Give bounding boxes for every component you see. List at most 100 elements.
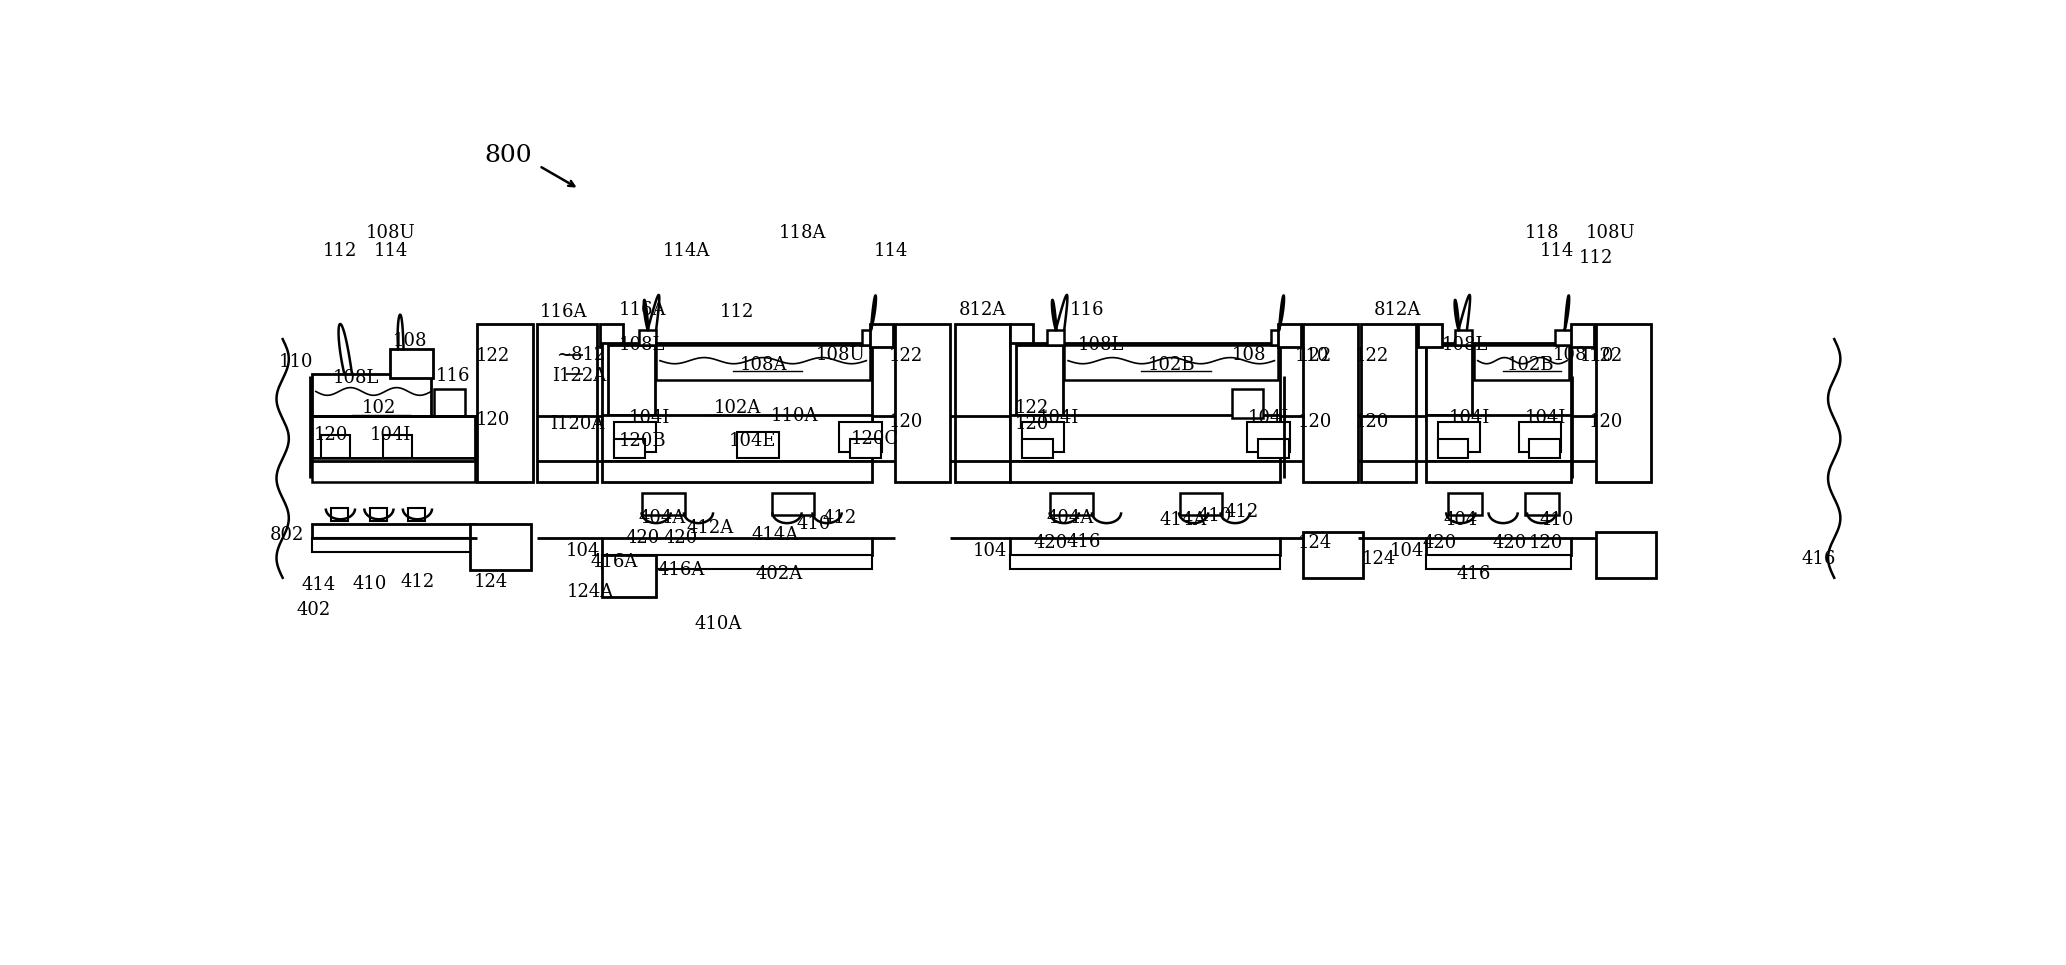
Text: 812A: 812A (1374, 301, 1421, 318)
Bar (390, 349, 432, 378)
Text: 108U: 108U (1587, 224, 1636, 242)
Bar (1231, 389, 1262, 419)
Text: 104I: 104I (1037, 409, 1078, 427)
Bar (601, 555, 657, 597)
Text: 410: 410 (353, 575, 386, 593)
Bar (1258, 439, 1289, 458)
Bar (1438, 439, 1469, 458)
Bar (870, 323, 893, 346)
Bar (312, 524, 475, 538)
Text: 104I: 104I (1525, 409, 1566, 427)
Text: 122: 122 (475, 347, 510, 365)
Bar (1010, 343, 1279, 420)
Text: 414: 414 (302, 576, 337, 594)
Text: 118A: 118A (779, 224, 826, 242)
Text: I122A: I122A (552, 367, 607, 385)
Text: 104I: 104I (370, 427, 411, 444)
Text: 104I: 104I (1248, 409, 1289, 427)
Text: 110: 110 (1295, 347, 1331, 365)
Bar (1023, 439, 1054, 458)
Bar (1064, 345, 1279, 380)
Text: 108A: 108A (740, 355, 787, 373)
Bar (1595, 323, 1651, 482)
Text: 122: 122 (888, 347, 924, 365)
Text: 112: 112 (719, 303, 754, 321)
Text: 120: 120 (888, 413, 924, 431)
Bar (601, 555, 872, 568)
Bar (1010, 415, 1279, 460)
Bar (1050, 493, 1093, 514)
Text: 108L: 108L (620, 336, 665, 354)
Bar (1448, 493, 1481, 514)
Bar (1248, 423, 1289, 452)
Text: 120: 120 (1014, 415, 1050, 432)
Bar (1426, 415, 1570, 460)
Text: 120: 120 (314, 427, 349, 444)
Text: 410A: 410A (694, 615, 742, 633)
Text: 420: 420 (1492, 535, 1527, 552)
Bar (614, 439, 645, 458)
Bar (601, 415, 872, 460)
Text: 122: 122 (1297, 347, 1333, 365)
Bar (1570, 323, 1595, 346)
Bar (1271, 330, 1287, 345)
Text: 116A: 116A (539, 303, 587, 321)
Text: 120: 120 (1355, 413, 1390, 431)
Bar (1279, 323, 1302, 346)
Text: 116: 116 (1070, 301, 1105, 318)
Text: 122: 122 (1355, 347, 1388, 365)
Text: 108U: 108U (366, 224, 415, 242)
Bar (1010, 538, 1279, 555)
Bar (1419, 323, 1442, 346)
Bar (1047, 330, 1064, 345)
Bar (1426, 538, 1570, 555)
Bar (614, 423, 657, 452)
Bar (771, 493, 814, 514)
Bar (469, 524, 531, 570)
Text: 108: 108 (393, 332, 428, 350)
Bar (839, 423, 882, 452)
Bar (657, 345, 870, 380)
Text: 416: 416 (1802, 549, 1837, 567)
Text: 402A: 402A (756, 565, 804, 583)
Text: 120C: 120C (851, 430, 899, 448)
Text: 102B: 102B (1149, 355, 1196, 373)
Text: 416: 416 (1457, 565, 1492, 583)
Text: 802: 802 (269, 527, 304, 544)
Text: 104I: 104I (630, 409, 671, 427)
Text: 114: 114 (874, 241, 909, 260)
Text: 104: 104 (566, 542, 599, 560)
Text: 416A: 416A (657, 561, 705, 579)
Text: 122: 122 (1589, 347, 1622, 365)
Text: 120: 120 (475, 411, 510, 429)
Text: 112: 112 (322, 241, 357, 260)
Text: 116: 116 (436, 367, 471, 385)
Text: 416A: 416A (591, 553, 638, 571)
Bar (1595, 532, 1655, 578)
Bar (1438, 423, 1479, 452)
Bar (1010, 555, 1279, 568)
Text: 118: 118 (1525, 224, 1560, 242)
Bar (1010, 460, 1279, 482)
Text: 104E: 104E (729, 431, 777, 450)
Bar (320, 435, 351, 458)
Bar (954, 323, 1010, 482)
Text: 124: 124 (473, 572, 508, 591)
Text: 104: 104 (973, 542, 1008, 560)
Text: 120B: 120B (620, 431, 667, 450)
Text: 108: 108 (1231, 345, 1266, 364)
Text: 410: 410 (797, 515, 831, 533)
Text: 412A: 412A (686, 519, 733, 537)
Bar (599, 323, 624, 346)
Text: 108L: 108L (1078, 336, 1124, 354)
Bar (638, 330, 657, 345)
Text: 412: 412 (401, 572, 434, 591)
Bar (862, 330, 880, 345)
Bar (1519, 423, 1562, 452)
Bar (409, 509, 426, 521)
Text: 414A: 414A (1159, 511, 1207, 529)
Bar (1010, 323, 1033, 346)
Text: 108L: 108L (333, 369, 378, 387)
Text: 420: 420 (663, 529, 698, 547)
Bar (1304, 323, 1357, 482)
